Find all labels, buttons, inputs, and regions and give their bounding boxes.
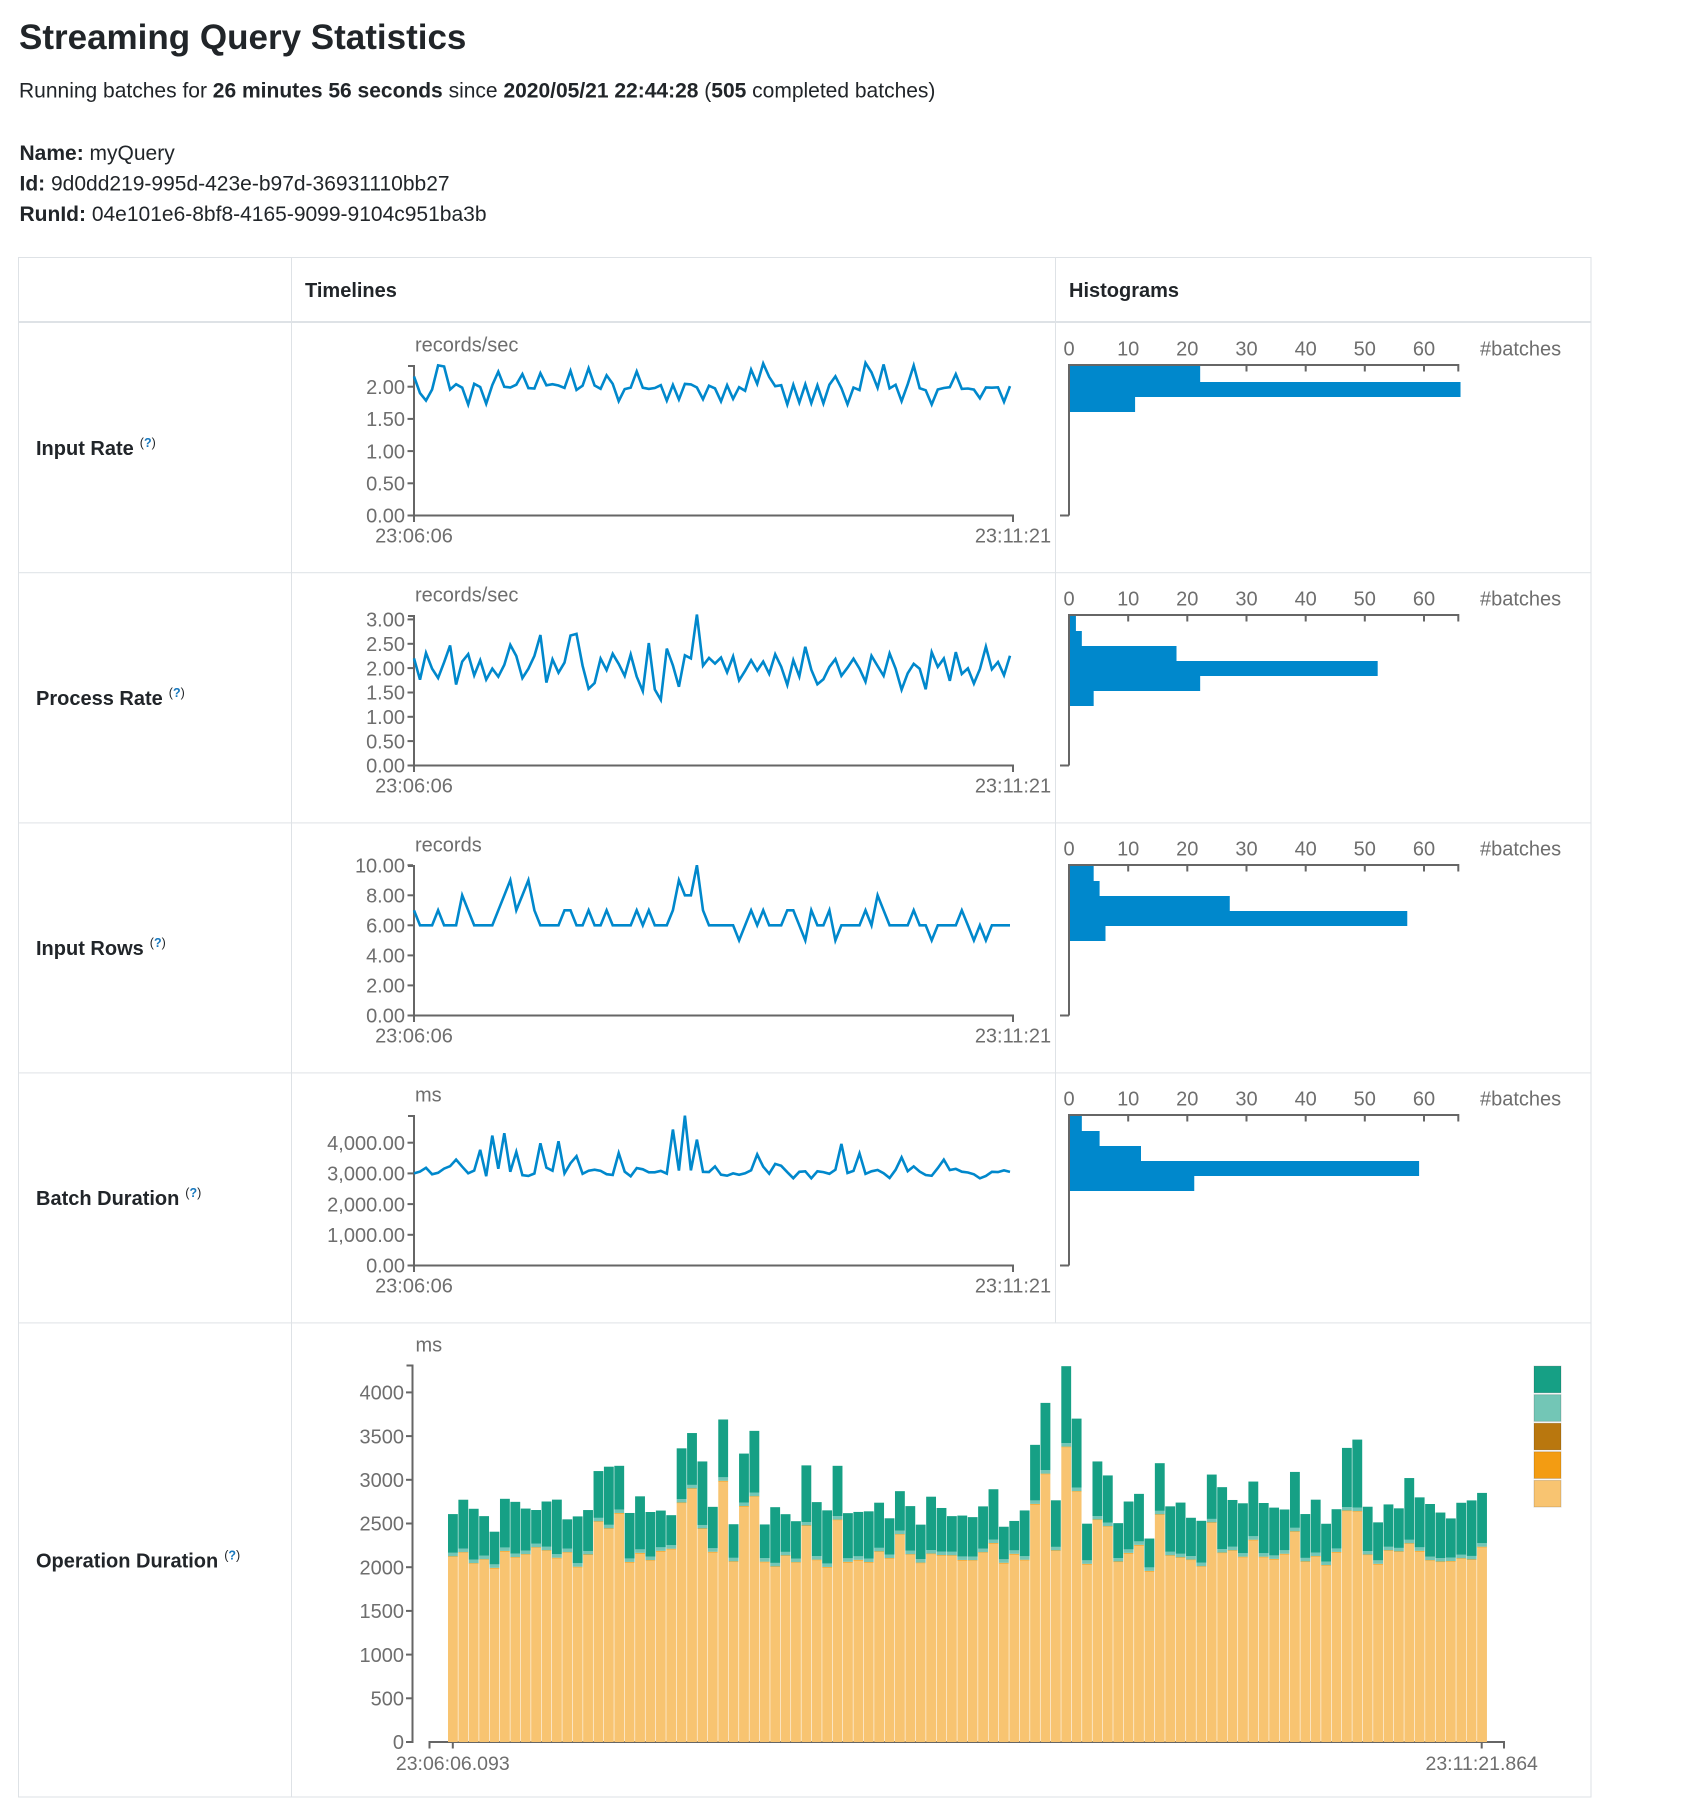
- svg-text:3,000.00: 3,000.00: [327, 1164, 405, 1186]
- svg-text:RunId: 04e101e6-8bf8-4165-9099: RunId: 04e101e6-8bf8-4165-9099-9104c951b…: [20, 203, 487, 226]
- svg-text:10: 10: [1117, 1089, 1139, 1111]
- svg-text:2.00: 2.00: [366, 377, 405, 399]
- svg-text:30: 30: [1235, 1089, 1257, 1111]
- svg-text:1.00: 1.00: [366, 707, 405, 729]
- svg-text:20: 20: [1176, 589, 1198, 611]
- svg-text:0: 0: [1063, 339, 1074, 361]
- svg-text:4,000.00: 4,000.00: [327, 1133, 405, 1155]
- svg-text:10: 10: [1117, 839, 1139, 861]
- svg-text:23:11:21: 23:11:21: [975, 1026, 1051, 1048]
- svg-text:10.00: 10.00: [355, 855, 405, 877]
- svg-text:20: 20: [1176, 1089, 1198, 1111]
- svg-text:50: 50: [1354, 1089, 1376, 1111]
- svg-text:4.00: 4.00: [366, 946, 405, 968]
- svg-text:23:06:06.093: 23:06:06.093: [396, 1753, 510, 1775]
- svg-text:2.50: 2.50: [366, 634, 405, 656]
- svg-text:1000: 1000: [360, 1645, 405, 1667]
- svg-text:23:11:21: 23:11:21: [975, 526, 1051, 548]
- svg-text:50: 50: [1354, 589, 1376, 611]
- svg-text:records: records: [415, 835, 482, 857]
- svg-text:0: 0: [1063, 589, 1074, 611]
- svg-text:60: 60: [1413, 339, 1435, 361]
- svg-text:8.00: 8.00: [366, 886, 405, 908]
- svg-text:6.00: 6.00: [366, 916, 405, 938]
- svg-text:50: 50: [1354, 339, 1376, 361]
- svg-text:0.00: 0.00: [366, 1256, 405, 1278]
- svg-text:1.50: 1.50: [366, 409, 405, 431]
- svg-text:23:11:21: 23:11:21: [975, 1276, 1051, 1298]
- svg-text:30: 30: [1235, 839, 1257, 861]
- svg-text:Input Rows: Input Rows: [36, 938, 144, 960]
- svg-text:(?): (?): [150, 936, 166, 950]
- svg-text:2.00: 2.00: [366, 976, 405, 998]
- svg-text:(?): (?): [169, 686, 185, 700]
- svg-text:23:06:06: 23:06:06: [375, 1026, 453, 1048]
- svg-text:30: 30: [1235, 339, 1257, 361]
- svg-text:0.00: 0.00: [366, 756, 405, 778]
- svg-text:0.50: 0.50: [366, 474, 405, 496]
- svg-text:#batches: #batches: [1480, 339, 1561, 361]
- svg-text:Timelines: Timelines: [305, 280, 397, 302]
- svg-text:#batches: #batches: [1480, 1089, 1561, 1111]
- svg-text:50: 50: [1354, 839, 1376, 861]
- svg-text:0.00: 0.00: [366, 1006, 405, 1028]
- svg-text:60: 60: [1413, 839, 1435, 861]
- svg-text:40: 40: [1295, 339, 1317, 361]
- svg-text:1.00: 1.00: [366, 441, 405, 463]
- svg-text:40: 40: [1295, 1089, 1317, 1111]
- svg-text:23:11:21: 23:11:21: [975, 776, 1051, 798]
- svg-text:60: 60: [1413, 589, 1435, 611]
- svg-text:0.50: 0.50: [366, 731, 405, 753]
- svg-text:Input Rate: Input Rate: [36, 438, 134, 460]
- svg-text:Operation Duration: Operation Duration: [36, 1551, 218, 1573]
- svg-text:#batches: #batches: [1480, 839, 1561, 861]
- svg-text:ms: ms: [415, 1085, 442, 1107]
- svg-text:23:06:06: 23:06:06: [375, 776, 453, 798]
- svg-text:Id: 9d0dd219-995d-423e-b97d-36: Id: 9d0dd219-995d-423e-b97d-36931110bb27: [20, 173, 450, 196]
- svg-text:20: 20: [1176, 839, 1198, 861]
- svg-text:40: 40: [1295, 839, 1317, 861]
- svg-text:4000: 4000: [360, 1383, 405, 1405]
- svg-text:10: 10: [1117, 339, 1139, 361]
- svg-text:23:06:06: 23:06:06: [375, 1276, 453, 1298]
- svg-text:1.50: 1.50: [366, 683, 405, 705]
- svg-text:500: 500: [371, 1689, 404, 1711]
- svg-text:23:06:06: 23:06:06: [375, 526, 453, 548]
- svg-text:(?): (?): [224, 1549, 240, 1563]
- svg-text:0.00: 0.00: [366, 506, 405, 528]
- svg-text:#batches: #batches: [1480, 589, 1561, 611]
- svg-text:0: 0: [1063, 1089, 1074, 1111]
- svg-text:23:11:21.864: 23:11:21.864: [1425, 1753, 1538, 1775]
- svg-text:ms: ms: [416, 1335, 443, 1357]
- svg-text:records/sec: records/sec: [415, 335, 518, 357]
- svg-text:60: 60: [1413, 1089, 1435, 1111]
- svg-text:2,000.00: 2,000.00: [327, 1194, 405, 1216]
- svg-text:(?): (?): [185, 1186, 201, 1200]
- svg-text:2000: 2000: [360, 1557, 405, 1579]
- svg-text:Name: myQuery: Name: myQuery: [20, 142, 176, 165]
- svg-text:3000: 3000: [360, 1470, 405, 1492]
- svg-text:3500: 3500: [360, 1426, 405, 1448]
- svg-text:1500: 1500: [360, 1601, 405, 1623]
- svg-text:0: 0: [1063, 839, 1074, 861]
- svg-text:Process Rate: Process Rate: [36, 688, 163, 710]
- svg-text:10: 10: [1117, 589, 1139, 611]
- svg-text:records/sec: records/sec: [415, 585, 518, 607]
- svg-text:(?): (?): [140, 436, 156, 450]
- svg-text:2500: 2500: [360, 1514, 405, 1536]
- svg-text:2.00: 2.00: [366, 658, 405, 680]
- svg-text:20: 20: [1176, 339, 1198, 361]
- svg-text:Histograms: Histograms: [1069, 280, 1179, 302]
- svg-text:Streaming Query Statistics: Streaming Query Statistics: [19, 18, 466, 57]
- svg-text:Batch Duration: Batch Duration: [36, 1188, 179, 1210]
- svg-text:1,000.00: 1,000.00: [327, 1225, 405, 1247]
- svg-text:0: 0: [393, 1732, 404, 1754]
- svg-text:40: 40: [1295, 589, 1317, 611]
- svg-text:3.00: 3.00: [366, 610, 405, 632]
- svg-text:Running batches for 26 minutes: Running batches for 26 minutes 56 second…: [19, 80, 935, 103]
- svg-text:30: 30: [1235, 589, 1257, 611]
